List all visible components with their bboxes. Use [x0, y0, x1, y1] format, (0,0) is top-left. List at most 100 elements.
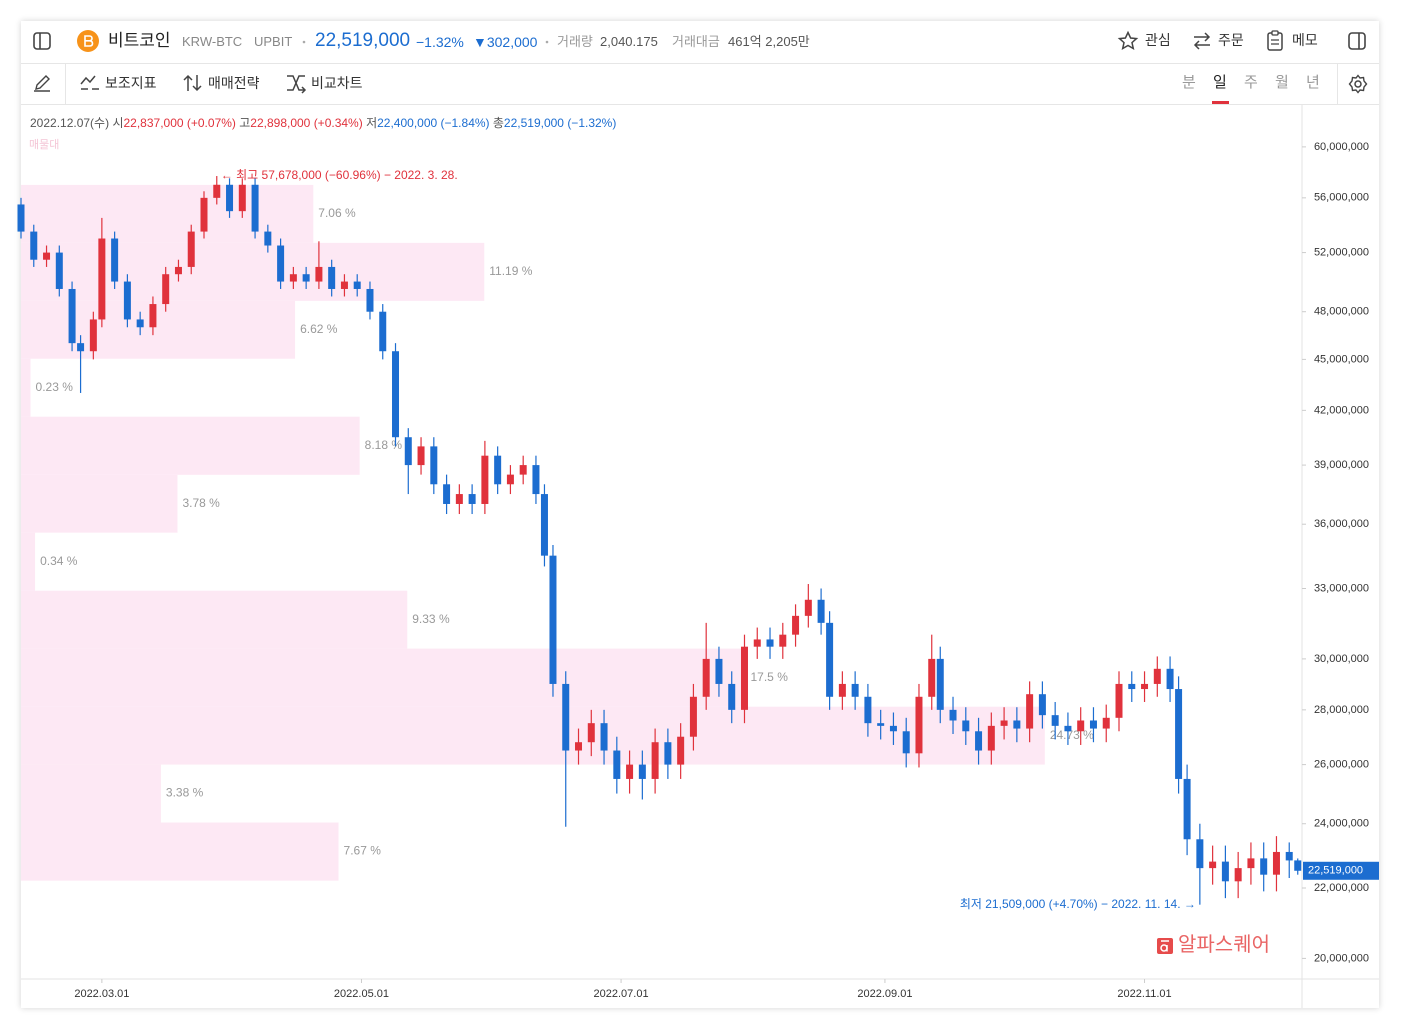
profile-bar: [21, 590, 408, 649]
candle-body: [864, 696, 872, 724]
candle-body: [17, 204, 25, 232]
timeframe-button[interactable]: 일: [1213, 74, 1227, 91]
timeframe-button[interactable]: 년: [1306, 74, 1320, 91]
star-icon[interactable]: [1117, 30, 1139, 51]
draw-tool[interactable]: [33, 74, 51, 92]
candle-body: [928, 658, 936, 697]
memo-icon[interactable]: [1266, 30, 1284, 52]
candle-body: [1102, 717, 1110, 729]
candle-body: [575, 742, 583, 751]
candle-body: [68, 288, 76, 344]
y-tick-label: 52,000,000: [1314, 246, 1369, 258]
candle-body: [89, 319, 97, 352]
candle-body: [1115, 683, 1123, 718]
volume-profile: 7.67 % 3.38 % 24.73 % 17.5 % 9.33 % 0.34 % 3.7…: [21, 184, 1094, 881]
order-button[interactable]: 주문: [1218, 32, 1244, 48]
profile-bar: [21, 648, 746, 707]
candle-body: [366, 288, 374, 312]
panel-toggle[interactable]: [1348, 32, 1366, 50]
legend-date: 2022.12.07(수): [30, 116, 110, 130]
candle-body: [540, 494, 548, 556]
indicator-icon[interactable]: [80, 74, 100, 92]
strategy-icon[interactable]: [183, 73, 203, 93]
candle-body: [213, 184, 221, 198]
profile-label: 6.62 %: [300, 322, 338, 336]
candle-body: [779, 634, 787, 647]
volume-label: 거래량: [557, 34, 593, 49]
candle-body: [404, 437, 412, 466]
candle-body: [549, 555, 557, 684]
divider: [65, 64, 66, 104]
candle-body: [1166, 668, 1174, 690]
candle-body: [315, 266, 323, 282]
tool-button[interactable]: 보조지표: [105, 75, 157, 91]
y-tick-label: 24,000,000: [1314, 818, 1369, 830]
compare-icon[interactable]: [286, 74, 307, 94]
candle-body: [1272, 851, 1280, 875]
candle-body: [379, 311, 387, 352]
settings-icon[interactable]: [1348, 74, 1368, 94]
x-tick-label: 2022.09.01: [857, 988, 912, 1000]
x-tick-label: 2022.03.01: [74, 988, 129, 1000]
profile-bar: [21, 706, 1045, 765]
candle-body: [226, 184, 234, 212]
candle-body: [430, 446, 438, 485]
legend-key: 저: [366, 116, 378, 130]
coin-icon: [77, 30, 99, 52]
candle-body: [238, 184, 246, 212]
y-tick-label: 20,000,000: [1314, 952, 1369, 964]
change: ▼302,000: [473, 34, 538, 50]
candle-body: [1196, 839, 1204, 869]
memo-button[interactable]: 메모: [1292, 32, 1318, 48]
candle-body: [289, 274, 297, 282]
watermark-icon: [1157, 938, 1173, 954]
legend-value: 22,898,000 (+0.34%): [250, 116, 363, 130]
candle-body: [187, 231, 195, 267]
candle-body: [949, 709, 957, 721]
candle-body: [494, 455, 502, 485]
candle-body: [1038, 694, 1046, 716]
timeframe-button[interactable]: 월: [1275, 74, 1289, 91]
candle-body: [123, 281, 131, 320]
watch-button[interactable]: 관심: [1145, 32, 1171, 48]
candle-body: [1064, 725, 1072, 732]
candle-body: [1089, 720, 1097, 729]
tool-button[interactable]: 매매전략: [208, 75, 260, 91]
candle-body: [677, 736, 685, 765]
watermark: 알파스퀘어: [1178, 934, 1270, 956]
divider: [21, 63, 1379, 64]
candle-body: [562, 683, 570, 751]
selected-underline: [1212, 101, 1229, 104]
candle-body: [1247, 858, 1255, 869]
amount: 461억 2,205만: [728, 34, 810, 49]
candle-body: [43, 252, 51, 260]
candle-body: [962, 720, 970, 732]
profile-label: 0.34 %: [40, 554, 78, 568]
tool-button[interactable]: 비교차트: [311, 75, 363, 91]
profile-label: 3.38 %: [166, 786, 204, 800]
candle-body: [200, 197, 208, 232]
candle-body: [1285, 851, 1293, 861]
candle-body: [664, 742, 672, 765]
candle-body: [826, 622, 834, 697]
sidebar-toggle[interactable]: [33, 32, 51, 50]
candle-body: [328, 266, 336, 289]
candle-body: [340, 281, 348, 289]
last-price-label: 22,519,000: [1308, 865, 1363, 877]
candle-body: [902, 731, 910, 754]
candle-body: [174, 266, 182, 275]
y-tick-label: 60,000,000: [1314, 141, 1369, 153]
candle-body: [1141, 683, 1149, 690]
ohlc-legend: 2022.12.07(수) 시22,837,000 (+0.07%) 고22,8…: [30, 117, 616, 129]
profile-bar: [21, 764, 161, 823]
timeframe-button[interactable]: 주: [1244, 74, 1258, 91]
order-icon[interactable]: [1192, 31, 1212, 51]
legend-value: 22,519,000 (−1.32%): [503, 116, 617, 130]
candle-body: [626, 764, 634, 779]
timeframe-button[interactable]: 분: [1182, 74, 1196, 91]
profile-label: 17.5 %: [751, 670, 789, 684]
candle-body: [838, 683, 846, 697]
ticker: KRW-BTC: [182, 34, 243, 49]
candle-body: [600, 723, 608, 751]
